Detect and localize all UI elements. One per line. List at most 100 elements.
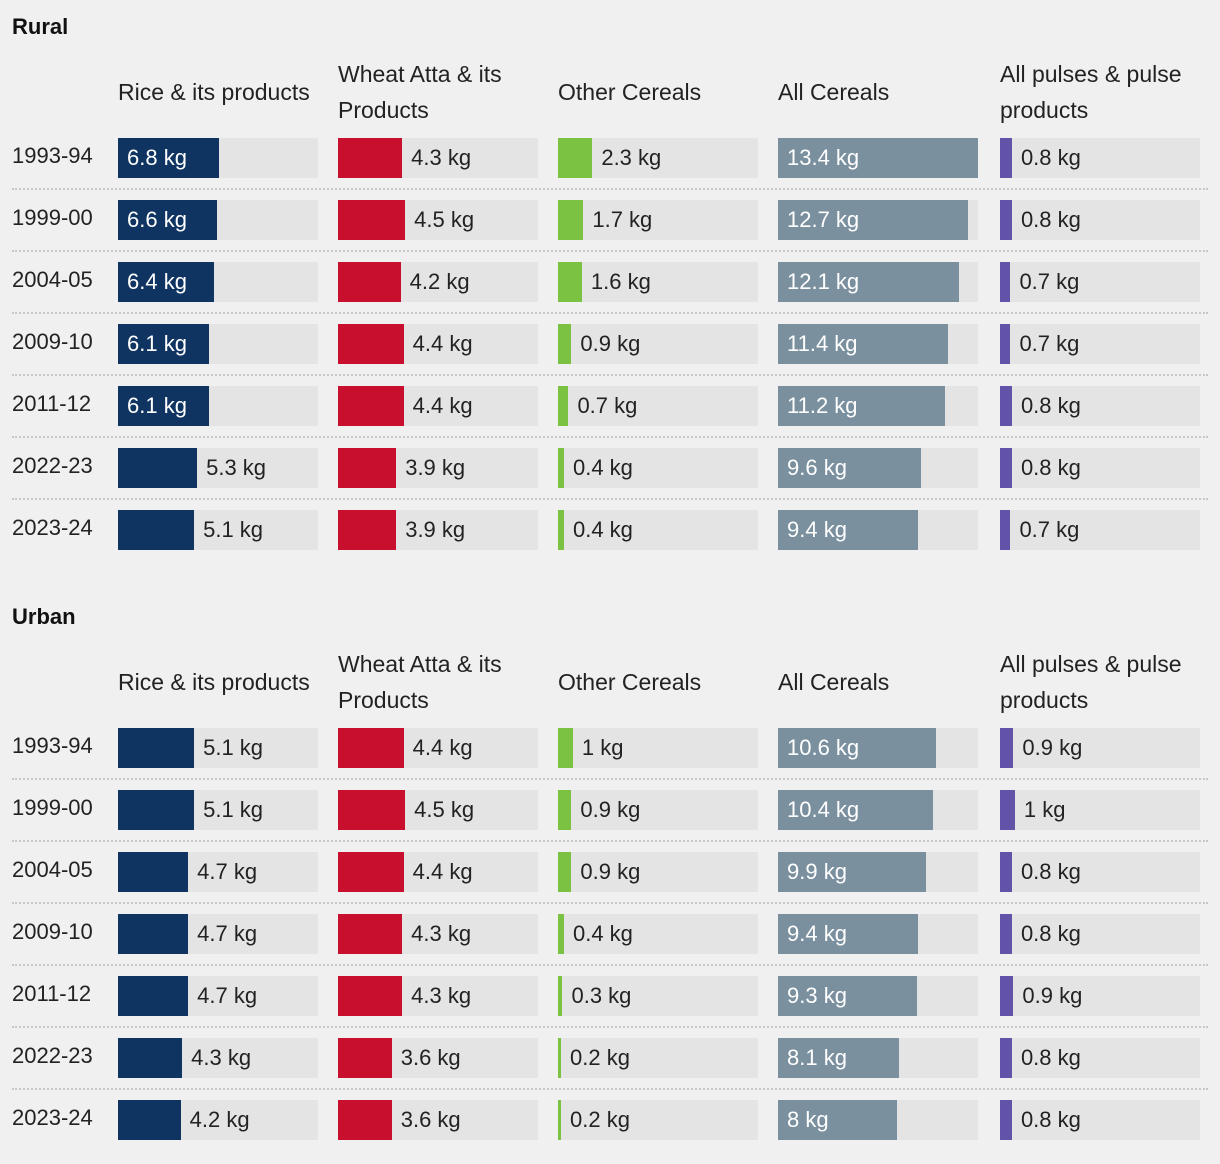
column-header: All pulses & pulse products <box>1000 651 1182 713</box>
bar-track: 3.9 kg <box>338 510 538 550</box>
bar-track: 8 kg <box>778 1100 978 1140</box>
bar-other <box>558 790 572 830</box>
year-label: 2011-12 <box>12 391 92 416</box>
data-label: 0.9 kg <box>1022 983 1083 1008</box>
bar-wheat <box>338 200 406 240</box>
bar-other <box>558 728 573 768</box>
bar-track: 13.4 kg <box>778 138 978 178</box>
data-label: 0.9 kg <box>580 797 641 822</box>
bar-pulses <box>1000 914 1012 954</box>
bar-pulses <box>1000 790 1015 830</box>
data-label: 10.4 kg <box>787 797 860 822</box>
bar-rice <box>118 510 195 550</box>
bar-wheat <box>338 914 403 954</box>
data-label: 3.9 kg <box>405 455 466 480</box>
bar-track: 4.4 kg <box>338 386 538 426</box>
bar-wheat <box>338 386 404 426</box>
bar-rice <box>118 852 189 892</box>
bar-track: 0.7 kg <box>1000 324 1200 364</box>
row-separator <box>12 1026 1208 1028</box>
data-label: 12.7 kg <box>787 207 860 232</box>
data-label: 5.1 kg <box>203 735 264 760</box>
bar-pulses <box>1000 976 1014 1016</box>
section-title: Urban <box>12 604 76 629</box>
data-label: 0.7 kg <box>1019 517 1080 542</box>
bar-track: 4.3 kg <box>338 914 538 954</box>
data-label: 11.4 kg <box>787 331 858 356</box>
bar-track: 0.8 kg <box>1000 448 1200 488</box>
bar-track: 0.9 kg <box>1000 976 1200 1016</box>
bar-other <box>558 448 564 488</box>
bar-all <box>778 976 917 1016</box>
bar-track: 10.4 kg <box>778 790 978 830</box>
bar-track: 6.1 kg <box>118 324 318 364</box>
bar-track: 0.4 kg <box>558 510 758 550</box>
bar-all <box>778 262 959 302</box>
bar-track: 1 kg <box>558 728 758 768</box>
row-separator <box>12 374 1208 376</box>
bar-pulses <box>1000 386 1012 426</box>
year-label: 1999-00 <box>12 205 93 230</box>
data-label: 2.3 kg <box>601 145 662 170</box>
bar-all <box>778 914 919 954</box>
bar-track: 4.7 kg <box>118 852 318 892</box>
bar-track: 0.8 kg <box>1000 138 1200 178</box>
bar-other <box>558 262 582 302</box>
bar-other <box>558 1100 561 1140</box>
bar-track: 4.2 kg <box>338 262 538 302</box>
bar-wheat <box>338 1100 392 1140</box>
bar-track: 3.6 kg <box>338 1038 538 1078</box>
data-label: 5.1 kg <box>203 797 264 822</box>
row-separator <box>12 188 1208 190</box>
bar-track: 4.3 kg <box>118 1038 318 1078</box>
bar-wheat <box>338 1038 392 1078</box>
year-label: 2023-24 <box>12 515 93 540</box>
data-label: 4.7 kg <box>197 921 258 946</box>
data-label: 4.3 kg <box>191 1045 252 1070</box>
bar-other <box>558 324 572 364</box>
bar-track: 0.9 kg <box>558 324 758 364</box>
bar-track: 0.7 kg <box>1000 510 1200 550</box>
bar-track: 9.4 kg <box>778 914 978 954</box>
bar-track: 1.7 kg <box>558 200 758 240</box>
bar-track: 9.4 kg <box>778 510 978 550</box>
bar-track: 0.3 kg <box>558 976 758 1016</box>
data-label: 3.9 kg <box>405 517 466 542</box>
year-label: 2023-24 <box>12 1105 93 1130</box>
bar-track: 12.7 kg <box>778 200 978 240</box>
data-label: 0.8 kg <box>1020 145 1081 170</box>
bar-pulses <box>1000 510 1011 550</box>
year-label: 2009-10 <box>12 919 93 944</box>
data-label: 9.9 kg <box>787 859 847 884</box>
data-label: 5.1 kg <box>203 517 264 542</box>
bar-all <box>778 324 949 364</box>
data-label: 4.7 kg <box>197 859 258 884</box>
bar-pulses <box>1000 262 1011 302</box>
year-label: 1999-00 <box>12 795 93 820</box>
bar-other <box>558 510 564 550</box>
bar-track: 1.6 kg <box>558 262 758 302</box>
bar-pulses <box>1000 448 1012 488</box>
bar-pulses <box>1000 200 1012 240</box>
column-header: Wheat Atta & its Products <box>338 651 502 713</box>
column-header: All pulses & pulse products <box>1000 61 1182 123</box>
data-label: 0.9 kg <box>580 859 641 884</box>
data-label: 0.8 kg <box>1020 393 1081 418</box>
row-separator <box>12 902 1208 904</box>
bar-track: 6.4 kg <box>118 262 318 302</box>
bar-rice <box>118 1038 183 1078</box>
bar-track: 6.8 kg <box>118 138 318 178</box>
bar-wheat <box>338 728 404 768</box>
bar-track: 5.1 kg <box>118 728 318 768</box>
bar-track: 8.1 kg <box>778 1038 978 1078</box>
bar-all <box>778 510 919 550</box>
data-label: 0.3 kg <box>571 983 632 1008</box>
bar-pulses <box>1000 852 1012 892</box>
column-header: Rice & its products <box>118 79 310 105</box>
year-label: 2022-23 <box>12 1043 93 1068</box>
bar-track: 6.1 kg <box>118 386 318 426</box>
bar-track: 0.8 kg <box>1000 386 1200 426</box>
bar-other <box>558 852 572 892</box>
bar-rice <box>118 1100 181 1140</box>
data-label: 4.2 kg <box>189 1107 250 1132</box>
